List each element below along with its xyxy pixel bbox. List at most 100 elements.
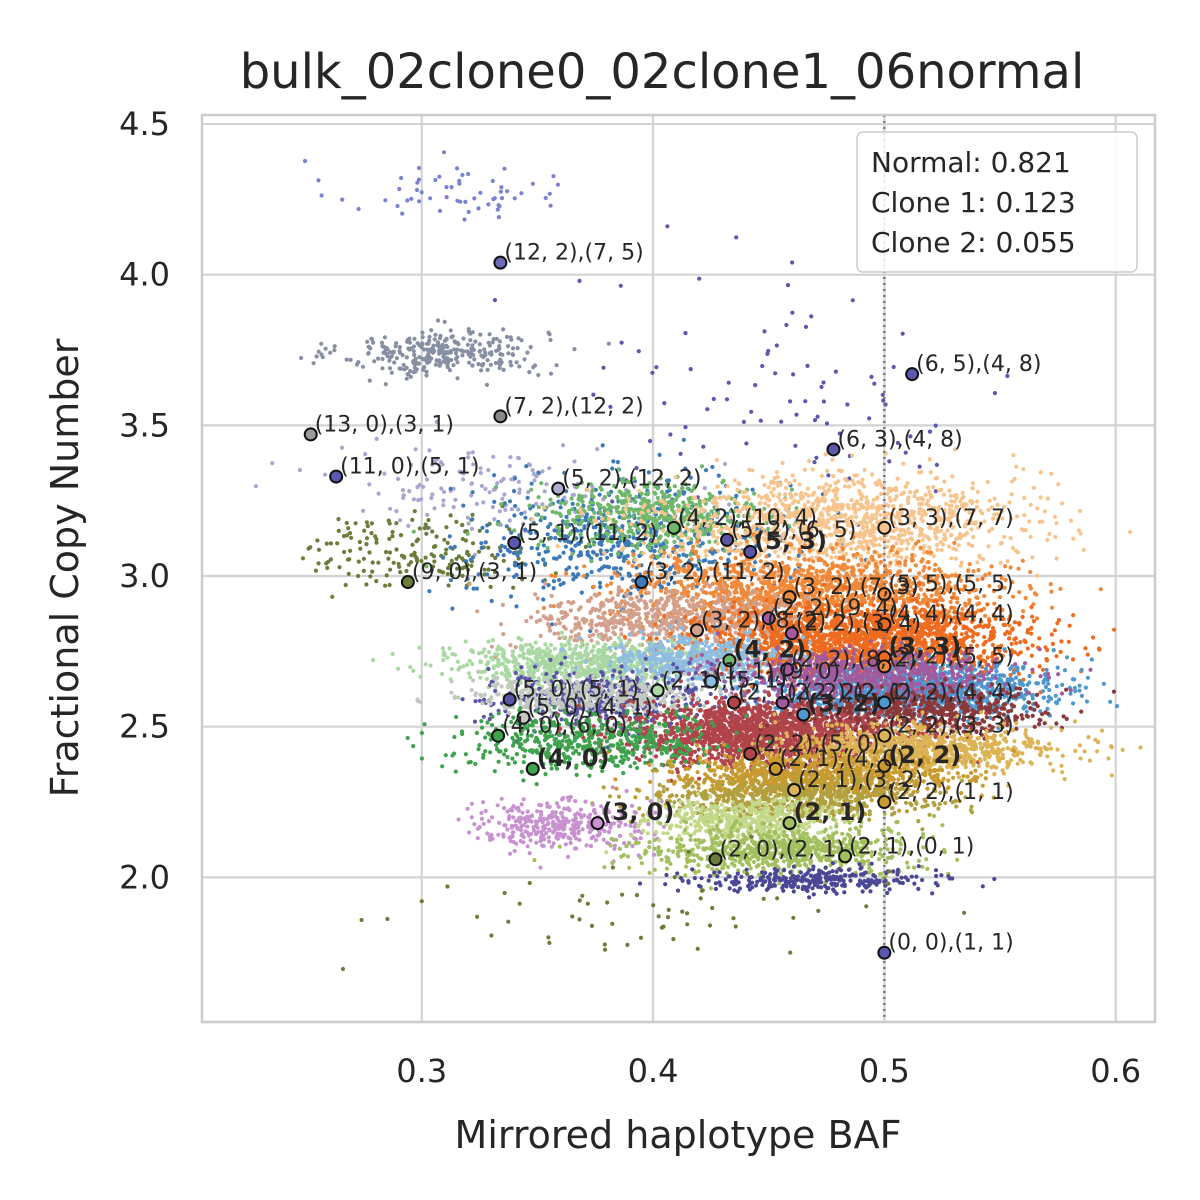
data-point [741, 419, 747, 424]
data-point [494, 336, 499, 341]
data-point [833, 492, 838, 497]
data-point [451, 363, 456, 368]
data-point [891, 364, 896, 370]
data-point [631, 552, 636, 557]
data-point [623, 507, 628, 512]
data-point [366, 351, 371, 356]
data-point [469, 493, 474, 498]
data-point [374, 436, 379, 441]
data-point [441, 503, 446, 508]
data-point [299, 355, 304, 361]
data-point [606, 341, 611, 346]
data-point [661, 524, 667, 529]
data-point [770, 586, 775, 592]
data-point [735, 487, 740, 492]
data-point [517, 490, 522, 495]
data-point [665, 224, 670, 229]
data-point [332, 344, 337, 349]
data-point [389, 354, 394, 359]
data-point [340, 197, 345, 202]
data-point [716, 473, 721, 478]
data-point [821, 495, 826, 500]
data-point [424, 477, 430, 482]
data-point [579, 496, 584, 501]
data-point [437, 336, 443, 341]
data-point [886, 486, 891, 492]
data-point [463, 199, 468, 204]
data-point [646, 590, 651, 596]
data-point [724, 397, 730, 402]
data-point [466, 451, 471, 456]
data-point [961, 494, 966, 499]
data-point [873, 538, 878, 543]
data-point [423, 522, 428, 527]
data-point [888, 498, 893, 503]
data-point [710, 547, 715, 552]
data-point [536, 470, 541, 475]
data-point [859, 497, 864, 502]
data-point [806, 499, 811, 504]
data-point [810, 566, 816, 571]
data-point [445, 540, 450, 546]
data-point [499, 543, 504, 549]
data-point [778, 498, 783, 503]
data-point [952, 499, 957, 504]
data-point [644, 492, 649, 497]
data-point [956, 543, 961, 548]
data-point [578, 550, 583, 555]
data-point [412, 509, 417, 514]
data-point [861, 547, 866, 552]
data-point [597, 509, 603, 514]
data-point [864, 495, 869, 500]
data-point [519, 338, 524, 343]
data-point [316, 178, 321, 183]
data-point [557, 511, 562, 516]
data-point [829, 555, 834, 560]
data-point [420, 335, 425, 340]
data-point [399, 175, 404, 181]
data-point [505, 189, 510, 194]
data-point [791, 372, 796, 377]
data-point [429, 495, 434, 501]
data-point [476, 572, 481, 577]
data-point [688, 367, 693, 372]
data-point [928, 550, 934, 555]
data-point [1068, 518, 1073, 523]
data-point [348, 548, 353, 553]
data-point [760, 363, 765, 369]
data-point [840, 547, 846, 552]
data-point [523, 527, 528, 532]
data-point [394, 509, 399, 514]
data-point [561, 443, 566, 448]
data-point [576, 607, 582, 612]
data-point [628, 596, 633, 601]
data-point [651, 506, 657, 511]
data-point [1077, 508, 1083, 514]
data-point [974, 499, 980, 504]
data-point [819, 384, 824, 390]
data-point [481, 355, 486, 360]
data-point [449, 357, 454, 362]
data-point [388, 506, 393, 511]
data-point [419, 190, 424, 195]
data-point [959, 560, 964, 565]
data-point [849, 565, 855, 570]
data-point [515, 346, 520, 351]
data-point [618, 566, 623, 571]
data-point [869, 541, 875, 546]
data-point [499, 502, 504, 507]
data-point [384, 573, 389, 578]
data-point [1050, 605, 1055, 610]
data-point [469, 481, 474, 486]
data-point [446, 566, 451, 571]
data-point [336, 517, 341, 522]
data-point [485, 523, 490, 528]
data-point [707, 491, 712, 496]
data-point [726, 380, 731, 385]
data-point [382, 335, 387, 340]
data-point [453, 497, 458, 502]
data-point [659, 597, 664, 602]
data-point [650, 554, 655, 559]
data-point [448, 486, 453, 491]
data-point [863, 520, 869, 526]
